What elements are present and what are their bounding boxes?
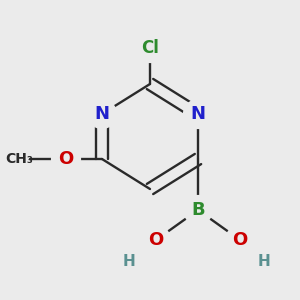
Circle shape xyxy=(184,100,212,128)
Text: H: H xyxy=(258,254,270,268)
Circle shape xyxy=(142,226,170,254)
Circle shape xyxy=(184,196,212,224)
Circle shape xyxy=(136,34,164,62)
Text: N: N xyxy=(190,105,206,123)
Text: CH₃: CH₃ xyxy=(6,152,33,166)
Text: O: O xyxy=(58,150,74,168)
Text: O: O xyxy=(232,231,247,249)
Text: B: B xyxy=(191,201,205,219)
Text: O: O xyxy=(148,231,164,249)
Text: N: N xyxy=(94,105,110,123)
Text: Cl: Cl xyxy=(141,39,159,57)
Text: H: H xyxy=(123,254,135,268)
Circle shape xyxy=(226,226,254,254)
Circle shape xyxy=(88,100,116,128)
Circle shape xyxy=(52,145,80,173)
